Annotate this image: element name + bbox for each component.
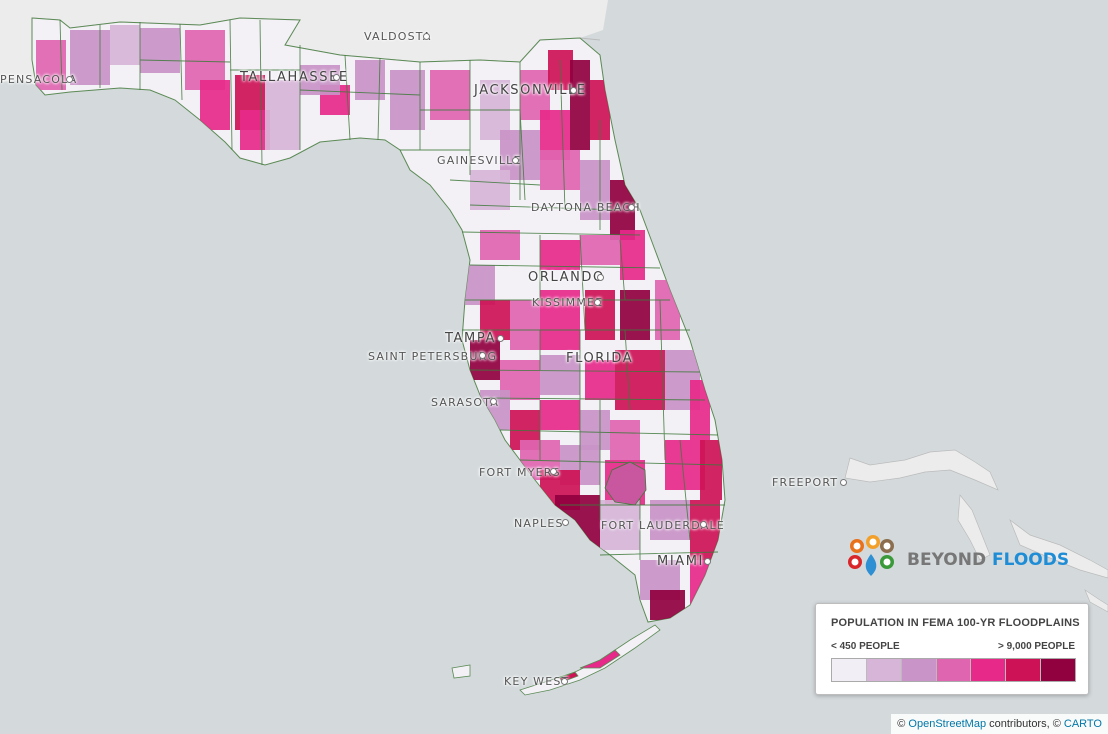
floodplain-region [540,150,580,190]
floodplain-region [510,300,540,350]
attribution-text: contributors, © [989,718,1061,730]
logo-word-floods: FLOODS [992,550,1070,570]
floodplain-region [665,440,705,490]
map-attribution: © OpenStreetMap contributors, © CARTO [891,714,1108,734]
floodplain-region [540,355,580,395]
legend-color-scale [831,658,1076,682]
floodplain-region [480,300,510,340]
legend-swatch-1 [832,659,867,681]
floodplain-region [480,230,520,260]
lake-okeechobee [604,461,647,506]
alabama-land [0,18,36,85]
county-borders [59,19,725,560]
legend-title: POPULATION IN FEMA 100-YR FLOODPLAINS [831,617,1080,629]
floodplain-region [570,60,590,150]
openstreetmap-link[interactable]: OpenStreetMap [908,718,987,730]
floodplain-region [470,340,500,380]
legend-min-label: < 450 PEOPLE [831,641,900,652]
floodplain-region [600,500,640,550]
floodplain-region [70,30,110,85]
floodplain-region [430,70,470,120]
bahamas-islands [844,449,1108,613]
floodplain-region [200,80,230,130]
floodplain-region [140,28,180,73]
floodplain-region [700,440,722,500]
attribution-copyright: © [897,718,906,730]
floodplain-region [355,60,385,100]
floodplain-region [390,70,425,130]
legend-panel: POPULATION IN FEMA 100-YR FLOODPLAINS < … [815,603,1089,695]
floodplain-region [655,280,680,340]
florida-keys [451,624,661,696]
floodplain-region [585,360,615,400]
beyond-floods-logo: BEYOND FLOODS [847,534,1069,584]
floodplain-region [110,25,140,65]
georgia-land [0,0,608,62]
floodplain-region [585,290,615,340]
legend-max-label: > 9,000 PEOPLE [998,641,1075,652]
floodplain-region [470,170,510,210]
logo-word-beyond: BEYOND [907,550,987,570]
floodplain-region [465,265,495,305]
legend-swatch-6 [1006,659,1042,681]
floodplain-region [620,230,645,280]
floodplain-region [590,80,610,140]
legend-swatch-7 [1041,659,1076,681]
carto-link[interactable]: CARTO [1063,718,1102,730]
floodplain-choropleth [36,25,722,620]
logo-wordmark: BEYOND FLOODS [907,550,1069,570]
floodplain-region [265,80,300,150]
beyond-floods-logo-mark [848,535,894,576]
floodplain-region [650,590,685,620]
floodplain-region [540,400,580,430]
legend-swatch-5 [971,659,1007,681]
legend-swatch-2 [866,659,902,681]
legend-swatch-3 [901,659,937,681]
floodplain-region [580,410,610,450]
legend-swatch-4 [936,659,972,681]
floodplain-region [610,420,640,460]
floodplain-region [650,500,690,540]
floodplain-region [580,235,620,265]
floodplain-region [580,160,610,220]
floodplain-region [540,240,580,270]
floodplain-region [690,380,710,440]
